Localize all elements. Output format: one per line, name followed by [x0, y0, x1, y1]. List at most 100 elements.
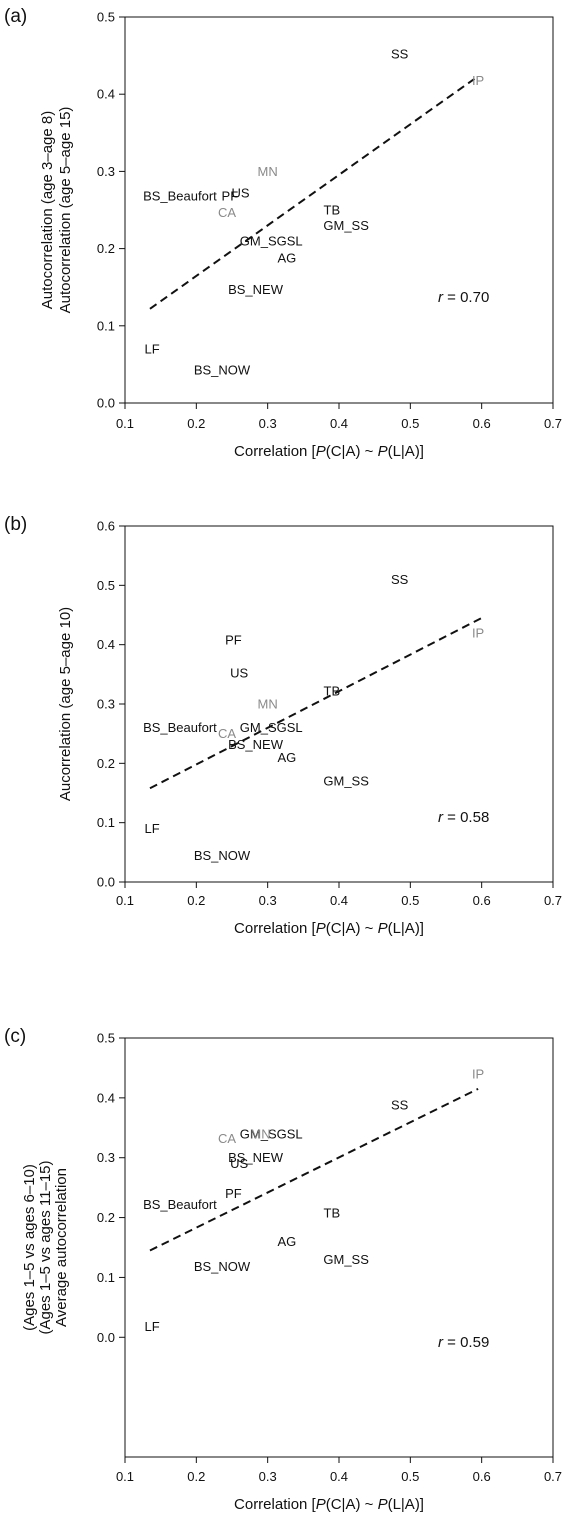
x-tick-label: 0.5 [401, 893, 419, 908]
point-label: MN [258, 697, 278, 712]
y-tick-label: 0.1 [97, 1270, 115, 1285]
point-label: US [230, 1156, 248, 1171]
y-tick-label: 0.4 [97, 637, 115, 652]
panel-letter: (a) [4, 6, 27, 27]
y-tick-label: 0.2 [97, 241, 115, 256]
y-tick-label: 0.0 [97, 1330, 115, 1345]
point-label: GM_SS [323, 774, 369, 789]
x-tick-label: 0.7 [544, 1469, 562, 1484]
y-axis-title: Aucorrelation (age 5–age 10) [57, 607, 74, 801]
y-tick-label: 0.1 [97, 815, 115, 830]
x-tick-label: 0.1 [116, 893, 134, 908]
trend-line [149, 1087, 479, 1252]
point-label: GM_SGSL [240, 1126, 303, 1141]
x-axis-title-part: P [378, 920, 388, 937]
x-axis-title-part: (C|A) ~ [326, 443, 378, 460]
point-label: PF [225, 632, 242, 647]
point-label: CA [218, 1131, 236, 1146]
point-label: BS_NOW [194, 1259, 251, 1274]
y-tick-label: 0.5 [97, 578, 115, 593]
point-label: BS_Beaufort [143, 1197, 217, 1212]
x-tick-label: 0.4 [330, 416, 348, 431]
point-label: TB [324, 203, 341, 218]
panel-letter: (b) [4, 514, 27, 535]
point-label: BS_NEW [228, 1150, 284, 1165]
point-label: BS_NOW [194, 848, 251, 863]
x-axis-title-part: P [316, 920, 326, 937]
y-tick-label: 0.1 [97, 318, 115, 333]
point-label: IP [472, 625, 484, 640]
x-tick-label: 0.3 [259, 1469, 277, 1484]
x-tick-label: 0.1 [116, 416, 134, 431]
plot-frame [124, 1037, 554, 1458]
r-symbol: r [438, 809, 444, 826]
x-tick-label: 0.6 [473, 893, 491, 908]
x-tick-label: 0.5 [401, 416, 419, 431]
y-axis-title: (Ages 1–5 vs ages 6–10) [21, 1164, 38, 1331]
y-tick-label: 0.3 [97, 1150, 115, 1165]
point-label: IP [472, 73, 484, 88]
x-axis-title-part: Correlation [ [234, 920, 317, 937]
y-tick-label: 0.6 [97, 519, 115, 534]
y-tick-label: 0.3 [97, 697, 115, 712]
point-label: AG [278, 250, 297, 265]
point-label: CA [218, 726, 236, 741]
y-tick-label: 0.0 [97, 875, 115, 890]
r-symbol: r [438, 289, 444, 306]
y-tick-label: 0.2 [97, 756, 115, 771]
x-axis-title-part: P [316, 1496, 326, 1513]
y-axis-title: Autocorrelation (age 3–age 8) [39, 111, 56, 309]
point-label: MN [250, 1126, 270, 1141]
x-tick-label: 0.6 [473, 416, 491, 431]
point-label: BS_NEW [228, 737, 284, 752]
x-axis-title-part: (C|A) ~ [326, 920, 378, 937]
point-label: CA [218, 205, 236, 220]
chart-panel-1: (b)0.1 0.2 0.3 0.4 0.5 0.6 0.70.00.10.20.30.40… [4, 514, 562, 937]
x-tick-label: 0.5 [401, 1469, 419, 1484]
x-axis-title: Correlation [P(C|A) ~ P(L|A)] [234, 920, 424, 937]
x-axis-title-part: P [316, 443, 326, 460]
point-label: PF [222, 189, 239, 204]
r-value: = 0.59 [443, 1334, 489, 1351]
point-label: LF [145, 1319, 160, 1334]
y-tick-label: 0.4 [97, 87, 115, 102]
y-tick-label: 0.5 [97, 1031, 115, 1046]
x-axis-title: Correlation [P(C|A) ~ P(L|A)] [234, 1496, 424, 1513]
point-label: PF [225, 1186, 242, 1201]
x-tick-label: 0.2 [187, 416, 205, 431]
x-axis-title-part: (L|A)] [388, 1496, 424, 1513]
correlation-r-label: r = 0.58 [438, 809, 489, 826]
point-label: US [232, 186, 250, 201]
x-axis-title-part: (L|A)] [388, 920, 424, 937]
x-axis-title-part: P [378, 1496, 388, 1513]
y-tick-label: 0.3 [97, 164, 115, 179]
y-tick-label: 0.0 [97, 396, 115, 411]
panel-letter: (c) [4, 1026, 26, 1047]
point-label: MN [258, 164, 278, 179]
correlation-r-label: r = 0.70 [438, 289, 489, 306]
x-axis-title-part: Correlation [ [234, 1496, 317, 1513]
point-label: BS_NOW [194, 362, 251, 377]
point-label: IP [472, 1066, 484, 1081]
y-tick-label: 0.4 [97, 1090, 115, 1105]
point-label: LF [145, 341, 160, 356]
y-axis-title: (Ages 1–5 vs ages 11–15) [37, 1160, 54, 1334]
x-tick-label: 0.3 [259, 893, 277, 908]
x-tick-label: 0.1 [116, 1469, 134, 1484]
point-label: SS [391, 572, 409, 587]
trend-line [149, 617, 483, 790]
r-value: = 0.70 [443, 289, 489, 306]
point-label: SS [391, 1098, 409, 1113]
x-axis-title-part: (L|A)] [388, 443, 424, 460]
point-label: BS_Beaufort [143, 720, 217, 735]
x-tick-label: 0.3 [259, 416, 277, 431]
point-label: BS_Beaufort [143, 189, 217, 204]
x-tick-label: 0.2 [187, 1469, 205, 1484]
x-tick-label: 0.6 [473, 1469, 491, 1484]
point-label: GM_SS [323, 218, 369, 233]
point-label: BS_NEW [228, 282, 284, 297]
x-tick-label: 0.7 [544, 416, 562, 431]
y-tick-label: 0.5 [97, 10, 115, 25]
x-tick-label: 0.7 [544, 893, 562, 908]
